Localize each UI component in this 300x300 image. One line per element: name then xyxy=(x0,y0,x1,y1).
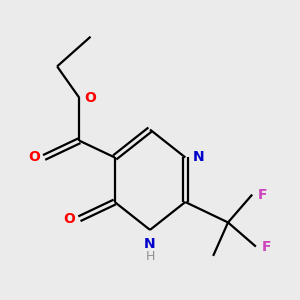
Text: F: F xyxy=(258,188,267,202)
Text: O: O xyxy=(28,150,40,164)
Text: F: F xyxy=(262,240,271,254)
Text: H: H xyxy=(145,250,155,263)
Text: N: N xyxy=(193,150,205,164)
Text: N: N xyxy=(144,237,156,250)
Text: O: O xyxy=(84,91,96,105)
Text: O: O xyxy=(63,212,75,226)
